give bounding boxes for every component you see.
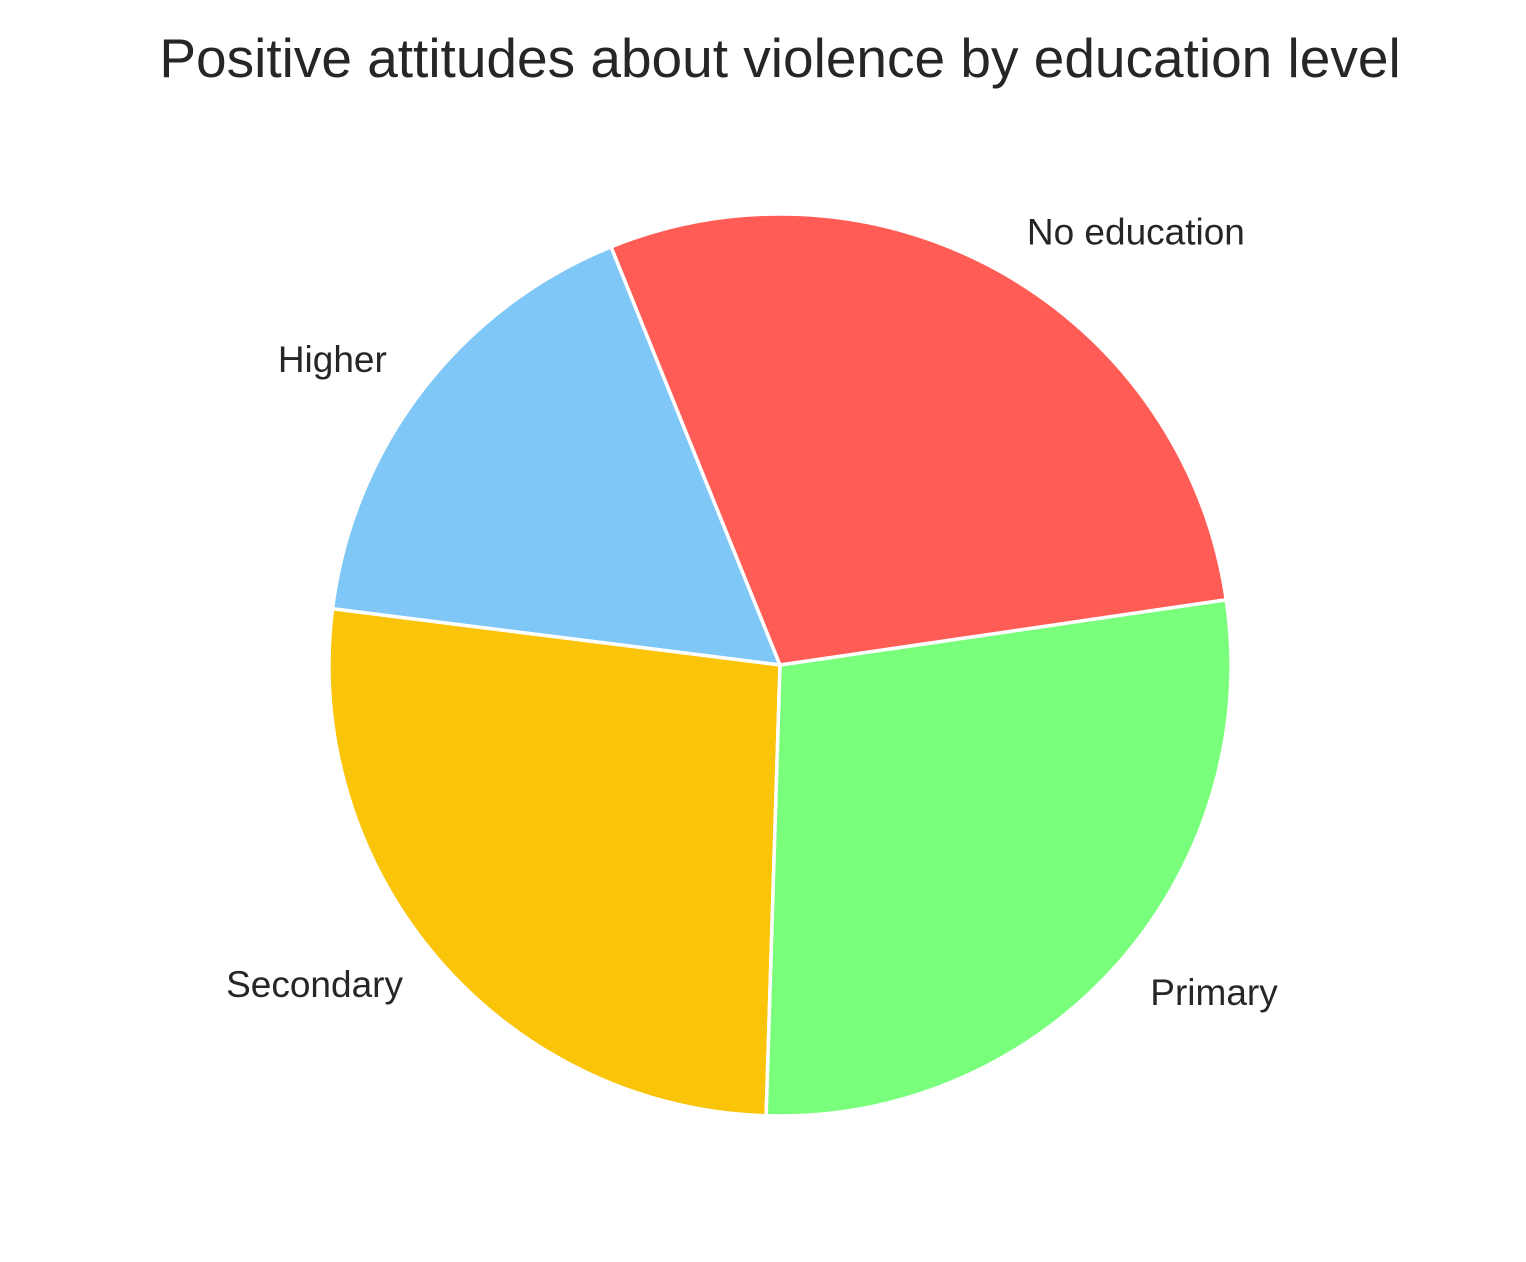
pie-slices (327, 212, 1233, 1118)
pie-slice-secondary (327, 607, 782, 1118)
pie-slice-higher (330, 245, 782, 667)
pie-label-no-education: No education (1027, 211, 1245, 252)
pie-label-primary: Primary (1150, 972, 1278, 1013)
pie-slice-no-education (609, 212, 1228, 667)
chart-title: Positive attitudes about violence by edu… (159, 27, 1400, 89)
pie-label-higher: Higher (278, 339, 387, 380)
pie-labels: Higher Secondary Primary No education (226, 211, 1278, 1012)
pie-label-secondary: Secondary (226, 964, 403, 1005)
pie-slice-primary (764, 597, 1233, 1118)
